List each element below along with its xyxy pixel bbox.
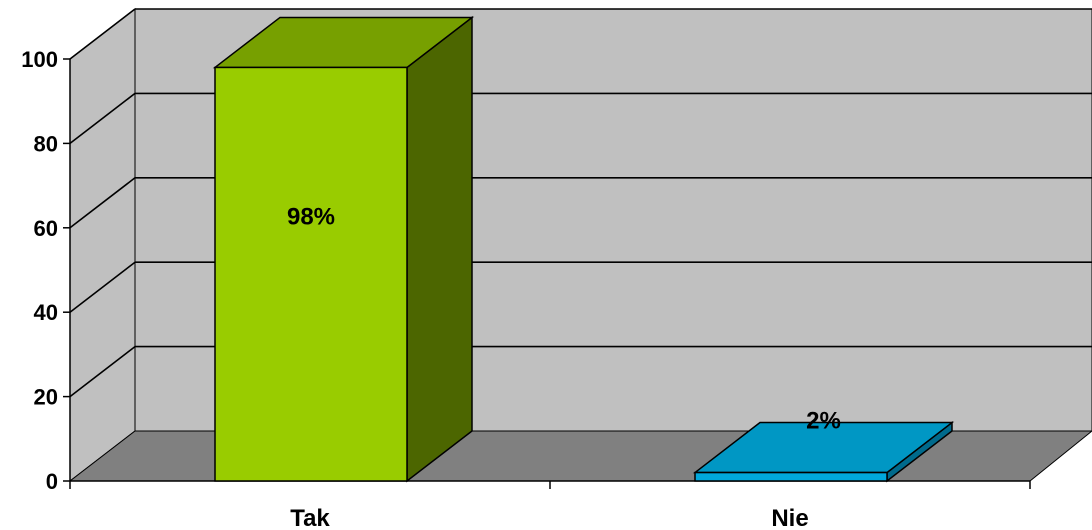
gridline-side [69, 92, 136, 145]
x-tick-label-tak: Tak [290, 505, 330, 530]
data-label-tak: 98% [287, 204, 335, 231]
bars [212, 15, 955, 483]
labels: 0 20 40 60 80 100 98% Tak 2% Nie [21, 47, 841, 530]
bar-nie [692, 421, 955, 483]
gridline-side [69, 8, 136, 60]
gridline-side [69, 177, 136, 229]
y-tick-label: 20 [34, 385, 58, 410]
y-tick-label: 60 [34, 216, 58, 241]
y-tick-label: 100 [21, 47, 58, 72]
bar-side-face [406, 15, 473, 483]
bar-tak [212, 15, 475, 483]
y-tick-label: 40 [34, 300, 58, 325]
side-wall [69, 7, 136, 483]
x-tick-label-nie: Nie [771, 505, 808, 530]
y-tick-label: 80 [34, 131, 58, 156]
y-tick-label: 0 [46, 469, 58, 494]
data-label-nie: 2% [806, 408, 841, 435]
bar-front-face [214, 66, 408, 482]
gridline-side [69, 345, 136, 398]
gridline-side [69, 261, 136, 313]
bar-front-face [694, 471, 888, 482]
